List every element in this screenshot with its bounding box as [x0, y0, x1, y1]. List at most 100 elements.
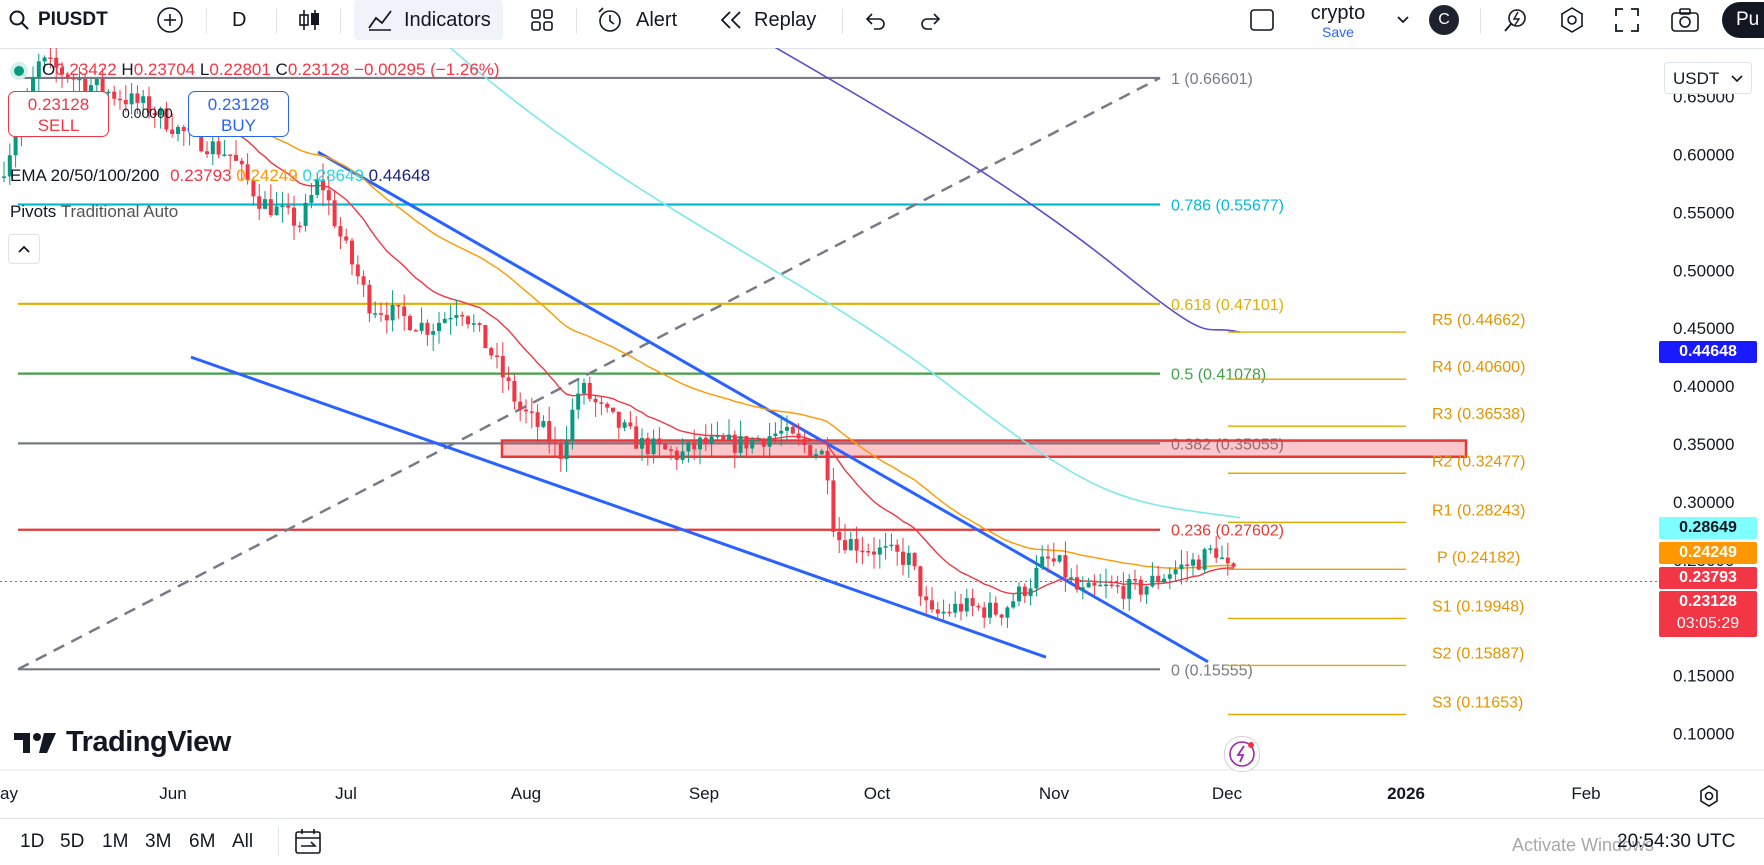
pivot-label: P (0.24182) — [1437, 549, 1520, 566]
price-tick-label: 0.60000 — [1673, 145, 1734, 164]
candle-body — [431, 331, 436, 335]
pivots-legend[interactable]: Pivots Traditional Auto — [10, 202, 179, 221]
candle-body — [715, 435, 720, 438]
avatar[interactable]: C — [1429, 5, 1459, 35]
range-3m[interactable]: 3M — [145, 831, 172, 852]
candle-body — [674, 450, 679, 460]
redo-button[interactable] — [918, 0, 944, 40]
range-5d[interactable]: 5D — [60, 831, 85, 852]
price-tag-ema200: 0.44648 — [1659, 341, 1757, 363]
candle-body — [825, 450, 830, 481]
candle-body — [854, 538, 859, 551]
candle-body — [860, 550, 865, 553]
fib-level-label: 0.786 (0.55677) — [1171, 197, 1284, 214]
layout-name[interactable]: crypto Save — [1300, 2, 1376, 40]
candle-body — [176, 126, 180, 135]
compare-button[interactable] — [156, 0, 184, 40]
candle-body — [761, 439, 766, 447]
candle-body — [1063, 555, 1068, 578]
candle-body — [89, 85, 93, 92]
templates-button[interactable] — [530, 0, 554, 40]
candle-body — [390, 305, 395, 321]
pivot-label: R2 (0.32477) — [1432, 453, 1525, 470]
indicators-button[interactable]: Indicators — [354, 0, 503, 40]
time-tick-label: 2026 — [1387, 784, 1425, 803]
candle-body — [785, 426, 789, 431]
chevron-down-icon — [1731, 75, 1743, 83]
snapshot-button[interactable] — [1670, 0, 1700, 40]
square-icon — [1250, 9, 1274, 31]
candle-body — [889, 544, 894, 547]
interval-button[interactable]: D — [232, 8, 247, 31]
range-6m[interactable]: 6M — [189, 831, 216, 852]
candle-body — [65, 74, 70, 79]
utc-clock[interactable]: 20:54:30 UTC — [1617, 831, 1736, 852]
ema-legend[interactable]: EMA 20/50/100/200 0.23793 0.24249 0.2864… — [10, 166, 431, 185]
range-1d[interactable]: 1D — [20, 831, 45, 852]
candle-body — [361, 276, 366, 285]
legend-collapse-button[interactable] — [8, 234, 40, 264]
candle-body — [147, 96, 151, 113]
candle-body — [790, 426, 795, 434]
candle-body — [622, 422, 627, 428]
candle-body — [77, 78, 82, 81]
sell-button[interactable]: 0.23128 SELL — [8, 91, 109, 137]
time-tick-label: Oct — [864, 784, 891, 803]
candle-body — [773, 433, 778, 437]
alarm-clock-icon — [598, 7, 621, 32]
candle-body — [738, 436, 743, 453]
chart-type-button[interactable] — [296, 0, 322, 40]
indicators-icon — [368, 10, 392, 31]
candle-body — [912, 552, 917, 567]
ema100-line — [449, 48, 1241, 519]
replay-button[interactable]: Replay — [718, 0, 816, 40]
symbol-search[interactable]: PIUSDT — [8, 0, 108, 40]
currency-select[interactable]: USDT — [1664, 62, 1752, 94]
buy-button[interactable]: 0.23128 BUY — [188, 91, 289, 137]
settings-button[interactable] — [1558, 0, 1586, 40]
candle-body — [872, 551, 876, 555]
candle-body — [703, 437, 708, 445]
candle-body — [593, 398, 598, 403]
news-flash-button[interactable] — [1224, 736, 1260, 772]
time-tick-label: Nov — [1039, 784, 1070, 803]
candle-body — [460, 315, 465, 317]
candle-body — [36, 61, 41, 78]
grid-icon — [531, 9, 553, 31]
plus-circle-icon — [157, 7, 183, 33]
candle-body — [303, 202, 308, 226]
candle-body — [367, 284, 372, 314]
candle-body — [297, 225, 302, 228]
logo-text: TradingView — [66, 726, 231, 758]
gear-icon — [1561, 7, 1583, 33]
layout-toggle[interactable] — [1248, 0, 1276, 40]
tradingview-logo[interactable]: TradingView — [14, 726, 231, 759]
calendar-icon — [295, 829, 321, 854]
publish-button[interactable]: Pu — [1722, 2, 1764, 38]
candle-body — [1179, 564, 1184, 570]
pivot-label: R4 (0.40600) — [1432, 359, 1525, 376]
fullscreen-button[interactable] — [1614, 0, 1640, 40]
candle-body — [483, 324, 488, 349]
candle-body — [866, 551, 871, 553]
range-all[interactable]: All — [232, 831, 254, 852]
candle-body — [245, 164, 250, 181]
range-1m[interactable]: 1M — [102, 831, 129, 852]
candle-body — [268, 199, 273, 216]
axis-settings-button[interactable] — [1695, 782, 1723, 810]
price-chart[interactable]: 1 (0.66601) 0.786 (0.55677) 0.618 (0.47101… — [0, 48, 1764, 864]
price-tick-label: 0.45000 — [1673, 319, 1734, 338]
alert-button[interactable]: Alert — [596, 0, 677, 40]
candle-body — [100, 78, 105, 94]
currency-value: USDT — [1673, 69, 1720, 88]
pivot-label: R3 (0.36538) — [1432, 406, 1525, 423]
candle-body — [843, 540, 847, 551]
undo-button[interactable] — [862, 0, 888, 40]
quick-search-button[interactable] — [1502, 0, 1530, 40]
candle-body — [292, 207, 296, 226]
layout-menu-button[interactable] — [1396, 0, 1410, 40]
candle-body — [454, 315, 459, 318]
candle-body — [129, 93, 134, 105]
candle-body — [628, 422, 633, 427]
date-range-button[interactable] — [292, 827, 324, 862]
